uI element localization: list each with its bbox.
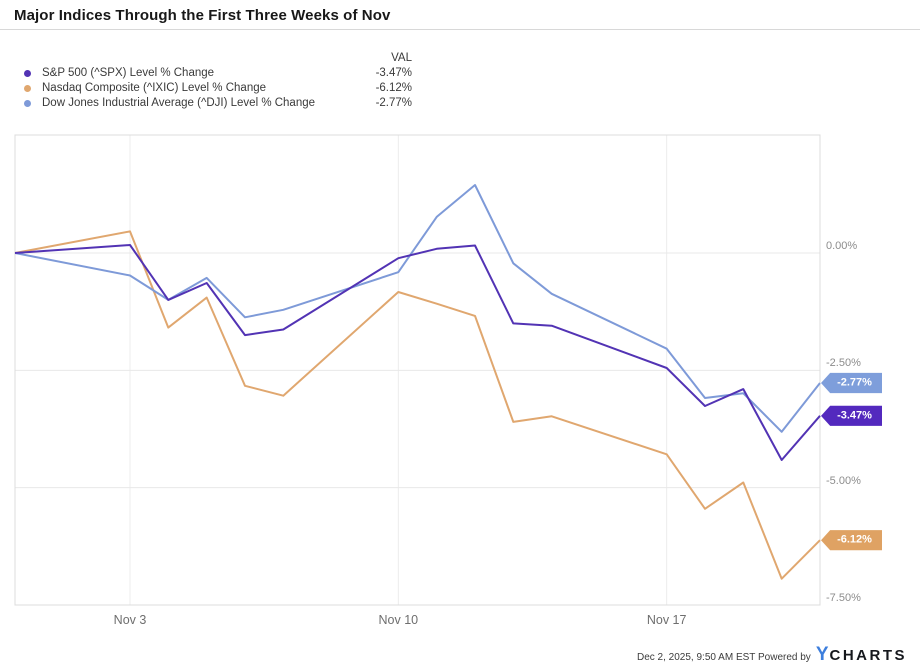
- x-axis-tick-label: Nov 17: [646, 613, 687, 627]
- legend-series-label: Nasdaq Composite (^IXIC) Level % Change: [42, 82, 267, 94]
- y-axis-tick-label: -2.50%: [826, 357, 861, 370]
- ycharts-logo: Y CHARTS: [816, 644, 907, 666]
- legend-series-label: S&P 500 (^SPX) Level % Change: [42, 67, 215, 79]
- y-axis-tick-label: -5.00%: [826, 474, 861, 487]
- page-title: Major Indices Through the First Three We…: [14, 7, 391, 24]
- y-axis-tick-label: -7.50%: [826, 591, 861, 604]
- legend-series-label: Dow Jones Industrial Average (^DJI) Leve…: [42, 97, 316, 109]
- series-line: [14, 244, 821, 461]
- ycharts-logo-text: CHARTS: [829, 647, 907, 664]
- series-line: [14, 184, 821, 433]
- legend-series-value: -3.47%: [375, 67, 412, 79]
- footer-timestamp: Dec 2, 2025, 9:50 AM EST Powered by: [637, 652, 811, 663]
- x-axis-tick-label: Nov 3: [113, 613, 147, 627]
- legend-dot-icon: [24, 100, 31, 107]
- series-last-value-tag: -6.12%: [821, 530, 882, 551]
- ycharts-logo-y-icon: Y: [815, 644, 829, 665]
- legend-val-column-header: VAL: [391, 52, 412, 64]
- legend-series-value: -2.77%: [375, 97, 412, 109]
- title-divider: [0, 29, 920, 30]
- legend-row: S&P 500 (^SPX) Level % Change -3.47%: [0, 66, 420, 81]
- plot-frame: [14, 134, 821, 606]
- series-last-value-tag: -2.77%: [821, 372, 882, 394]
- series-last-value-tag: -3.47%: [821, 405, 882, 426]
- legend-row: Dow Jones Industrial Average (^DJI) Leve…: [0, 96, 420, 111]
- legend-dot-icon: [24, 85, 31, 92]
- footer: Dec 2, 2025, 9:50 AM EST Powered by Y CHA…: [637, 644, 907, 666]
- series-line: [14, 230, 821, 580]
- y-axis-tick-label: 0.00%: [826, 240, 858, 252]
- legend-row: Nasdaq Composite (^IXIC) Level % Change -…: [0, 81, 420, 96]
- legend-dot-icon: [24, 70, 31, 77]
- legend-series-value: -6.12%: [375, 82, 412, 94]
- x-axis-tick-label: Nov 10: [378, 613, 419, 627]
